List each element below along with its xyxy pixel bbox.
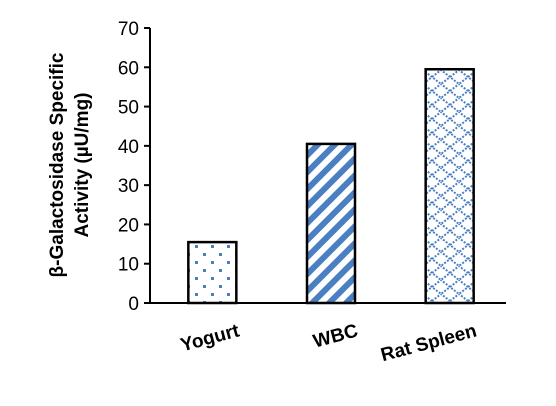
bar-wbc bbox=[305, 142, 357, 305]
y-tick-label: 50 bbox=[118, 98, 139, 119]
y-tick-label: 0 bbox=[128, 294, 139, 315]
bar-yogurt bbox=[187, 240, 238, 305]
y-tick-label: 10 bbox=[118, 255, 139, 276]
bars bbox=[187, 68, 475, 305]
x-category-label: Rat Spleen bbox=[379, 321, 479, 367]
y-axis-title: β-Galactosidase Specific Activity (µU/mg… bbox=[47, 52, 93, 277]
bar-rat-spleen bbox=[424, 68, 475, 305]
y-axis-ticks: 0 10 20 30 40 50 60 70 bbox=[118, 19, 150, 315]
y-axis-title-line-2: Activity (µU/mg) bbox=[72, 92, 93, 237]
x-axis-labels: Yogurt WBC Rat Spleen bbox=[178, 320, 479, 366]
axes bbox=[149, 28, 506, 304]
y-tick-label: 20 bbox=[118, 215, 139, 236]
y-tick-label: 60 bbox=[118, 58, 139, 79]
y-tick-label: 30 bbox=[118, 176, 139, 197]
y-axis-title-line-1: β-Galactosidase Specific bbox=[47, 52, 68, 277]
x-category-label: WBC bbox=[311, 320, 361, 352]
y-tick-label: 70 bbox=[118, 19, 139, 40]
y-tick-label: 40 bbox=[118, 137, 139, 158]
x-category-label: Yogurt bbox=[178, 320, 242, 356]
